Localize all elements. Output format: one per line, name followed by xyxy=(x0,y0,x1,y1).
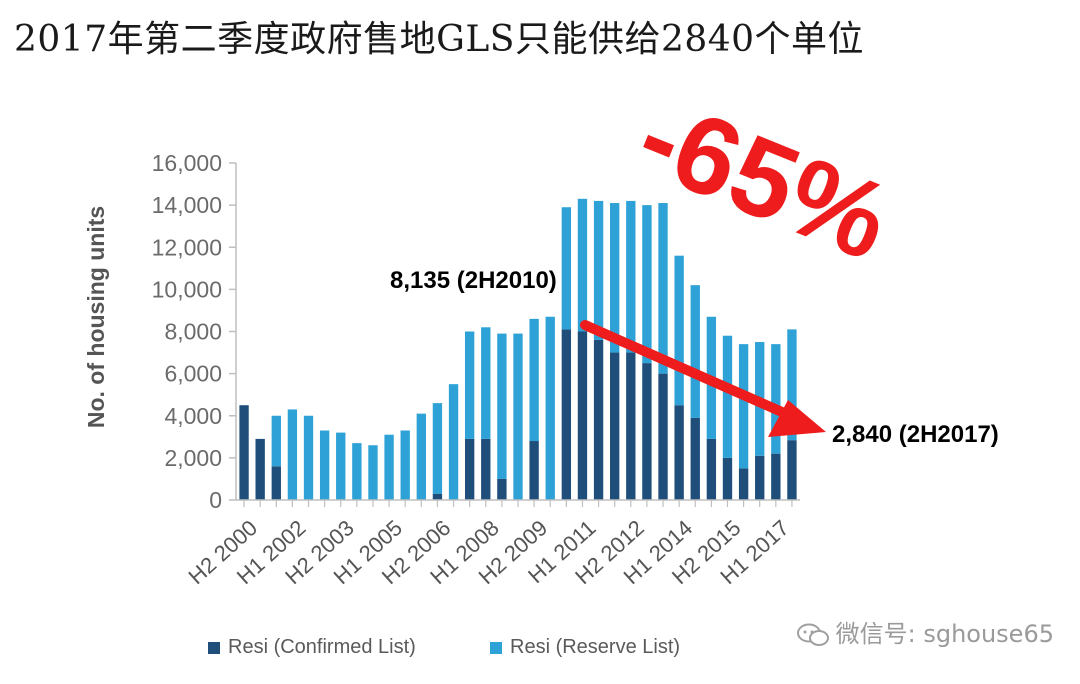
bar-confirmed xyxy=(787,440,797,500)
y-tick-label: 12,000 xyxy=(152,234,222,260)
bar-confirmed xyxy=(626,352,636,500)
bar-reserve xyxy=(771,344,781,454)
bar-reserve xyxy=(529,318,539,442)
bar-reserve xyxy=(336,432,346,500)
legend-label-confirmed: Resi (Confirmed List) xyxy=(228,636,416,658)
bar-confirmed xyxy=(642,363,652,500)
page-title: 2017年第二季度政府售地GLS只能供给2840个单位 xyxy=(14,19,865,60)
annotation-peak: 8,135 (2H2010) xyxy=(390,267,557,294)
bar-reserve xyxy=(497,333,507,479)
annotation-latest: 2,840 (2H2017) xyxy=(832,421,999,448)
watermark-text: 微信号: sghouse65 xyxy=(835,620,1054,648)
bar-reserve xyxy=(287,409,298,500)
bar-reserve xyxy=(722,335,733,458)
y-tick-label: 2,000 xyxy=(164,445,222,471)
bar-confirmed xyxy=(239,405,249,500)
bar-reserve xyxy=(303,415,314,500)
bar-reserve xyxy=(626,200,636,353)
y-axis-label: No. of housing units xyxy=(83,206,109,428)
legend-swatch-reserve xyxy=(490,641,502,654)
bar-reserve xyxy=(674,255,684,406)
bar-reserve xyxy=(319,430,330,500)
bar-confirmed xyxy=(771,453,781,500)
watermark: 微信号: sghouse65 xyxy=(796,614,1054,649)
bar-reserve xyxy=(690,285,700,418)
bar-reserve xyxy=(400,430,410,500)
bar-reserve xyxy=(593,200,604,340)
bar-confirmed xyxy=(271,466,281,500)
bar-confirmed xyxy=(738,468,749,500)
bar-reserve xyxy=(561,207,572,330)
wechat-icon xyxy=(796,623,829,646)
arrow-head xyxy=(768,400,826,437)
bar-confirmed xyxy=(593,339,604,500)
bar-confirmed xyxy=(674,405,684,500)
bar-reserve xyxy=(271,415,281,467)
bar-reserve xyxy=(787,329,797,441)
bar-confirmed xyxy=(755,455,765,500)
y-tick-label: 10,000 xyxy=(152,276,222,302)
bar-confirmed xyxy=(610,352,620,500)
bar-reserve xyxy=(368,445,378,500)
bar-confirmed xyxy=(577,331,588,500)
bar-confirmed xyxy=(529,441,539,500)
legend-item-reserve: Resi (Reserve List) xyxy=(490,636,680,659)
bar-reserve xyxy=(642,205,652,364)
bar-confirmed xyxy=(432,493,443,500)
bar-confirmed xyxy=(481,438,491,500)
bar-reserve xyxy=(577,198,588,332)
bar-confirmed xyxy=(658,373,668,500)
bar-reserve xyxy=(481,327,491,439)
bar-reserve xyxy=(658,203,668,374)
bar-confirmed xyxy=(690,417,700,500)
bar-reserve xyxy=(384,434,394,500)
bar-reserve xyxy=(448,384,459,500)
bar-reserve xyxy=(545,316,555,500)
bar-reserve xyxy=(352,443,362,500)
arrow-shaft xyxy=(580,320,805,425)
bar-confirmed xyxy=(497,478,507,500)
bar-confirmed xyxy=(561,329,572,500)
bar-confirmed xyxy=(255,438,265,500)
y-tick-label: 0 xyxy=(209,487,222,513)
bar-reserve xyxy=(610,203,620,353)
bars xyxy=(239,198,797,500)
bar-reserve xyxy=(513,333,523,500)
bar-confirmed xyxy=(722,457,733,500)
legend-item-confirmed: Resi (Confirmed List) xyxy=(208,636,416,659)
bar-confirmed xyxy=(706,438,717,500)
y-tick-label: 4,000 xyxy=(164,403,222,429)
y-tick-label: 14,000 xyxy=(152,192,222,218)
legend-label-reserve: Resi (Reserve List) xyxy=(510,636,681,658)
legend-swatch-confirmed xyxy=(208,641,220,654)
bar-reserve xyxy=(432,403,443,494)
bar-reserve xyxy=(464,331,475,439)
y-tick-label: 16,000 xyxy=(152,150,222,176)
y-tick-label: 6,000 xyxy=(164,361,222,387)
bar-reserve xyxy=(738,344,749,469)
y-tick-label: 8,000 xyxy=(164,319,222,345)
y-axis: 0 2,000 4,000 6,000 8,000 10,000 12,000 14,000 1… xyxy=(152,150,237,513)
bar-reserve xyxy=(416,413,426,500)
bar-confirmed xyxy=(464,438,475,500)
